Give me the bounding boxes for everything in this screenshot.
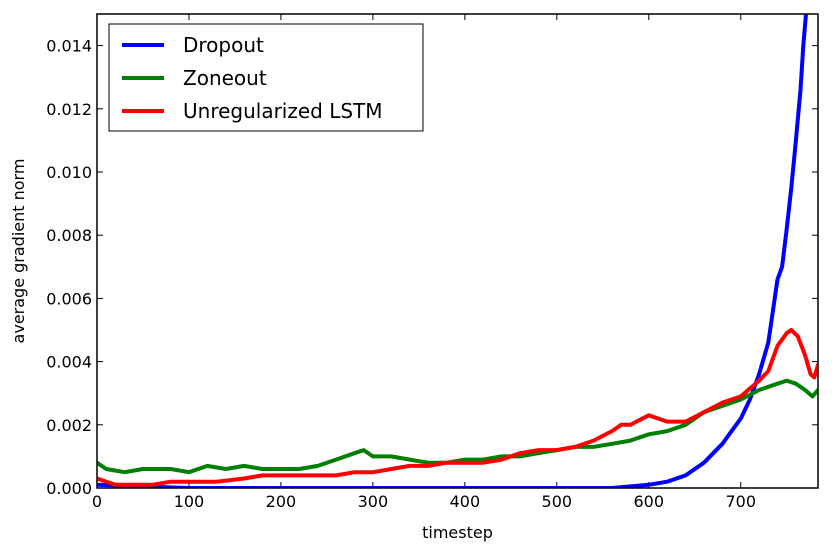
x-tick-label: 200 (266, 492, 297, 511)
x-tick-label: 300 (358, 492, 389, 511)
legend-label: Zoneout (183, 66, 267, 90)
y-axis-label: average gradient norm (9, 159, 28, 344)
series-line-dropout (97, 14, 808, 488)
y-tick-label: 0.010 (46, 163, 92, 182)
x-tick-label: 400 (450, 492, 481, 511)
legend-label: Dropout (183, 33, 264, 57)
x-axis-label: timestep (422, 523, 493, 542)
y-tick-label: 0.004 (46, 353, 92, 372)
legend: Dropout Zoneout Unregularized LSTM (108, 23, 424, 132)
y-tick-label: 0.002 (46, 416, 92, 435)
y-tick-label: 0.014 (46, 37, 92, 56)
series-line-unregularized-lstm (97, 328, 818, 487)
y-tick-label: 0.008 (46, 226, 92, 245)
y-tick-label: 0.000 (46, 479, 92, 498)
x-tick-label: 600 (634, 492, 665, 511)
x-tick-label: 700 (725, 492, 756, 511)
series-line-zoneout (97, 378, 818, 475)
legend-label: Unregularized LSTM (183, 99, 383, 123)
plot-frame (96, 13, 819, 489)
x-tick-labels: 0 100 200 300 400 500 600 700 (92, 492, 756, 511)
y-tick-label: 0.012 (46, 100, 92, 119)
series-lines (97, 14, 818, 488)
x-tick-label: 500 (542, 492, 573, 511)
x-tick-label: 100 (174, 492, 205, 511)
y-tick-label: 0.006 (46, 289, 92, 308)
y-tick-labels: 0.000 0.002 0.004 0.006 0.008 0.010 0.012 0.014 (46, 37, 92, 498)
x-tick-label: 0 (92, 492, 102, 511)
